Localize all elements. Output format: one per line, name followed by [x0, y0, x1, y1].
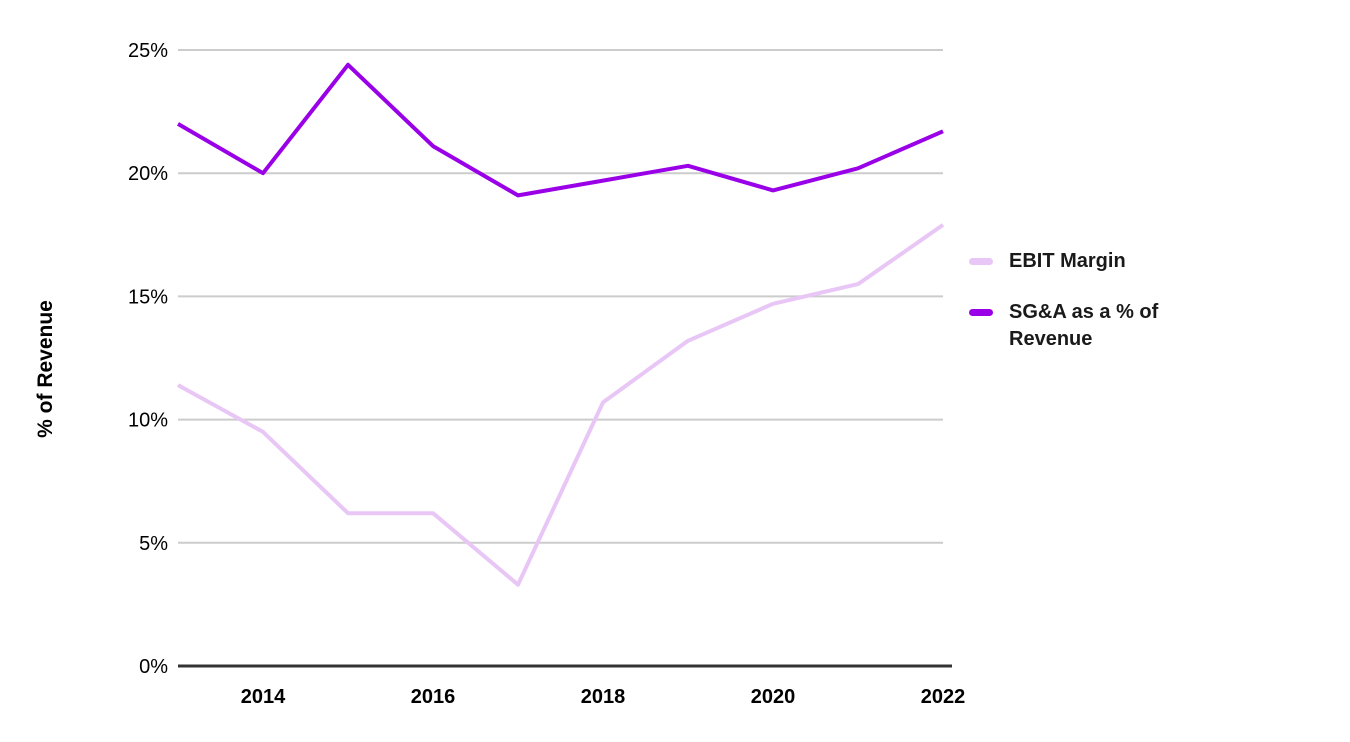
legend-label-sga: SG&A as a % of Revenue [1009, 301, 1159, 350]
x-tick-label: 2016 [411, 686, 456, 708]
legend-swatch-ebit-margin [969, 258, 993, 265]
x-axis-tick-labels: 2014 2016 2018 2020 2022 [241, 686, 966, 708]
x-tick-label: 2022 [921, 686, 966, 708]
y-tick-label: 25% [128, 40, 168, 62]
y-tick-label: 10% [128, 410, 168, 432]
x-tick-label: 2014 [241, 686, 286, 708]
legend: EBIT Margin SG&A as a % of Revenue [969, 248, 1219, 353]
y-axis-title: % of Revenue [34, 300, 57, 438]
y-tick-label: 20% [128, 163, 168, 185]
data-series-lines [176, 62, 945, 587]
legend-swatch-sga [969, 309, 993, 316]
legend-label-ebit-margin: EBIT Margin [1009, 250, 1126, 272]
y-axis-tick-labels: 0% 5% 10% 15% 20% 25% [128, 40, 168, 678]
x-tick-label: 2018 [581, 686, 626, 708]
legend-item-ebit-margin: EBIT Margin [969, 248, 1219, 275]
legend-item-sga: SG&A as a % of Revenue [969, 299, 1219, 353]
y-tick-label: 15% [128, 286, 168, 308]
y-tick-label: 5% [139, 533, 168, 555]
series-line-ebit-margin [177, 223, 945, 587]
series-line-sga [176, 62, 944, 198]
x-tick-label: 2020 [751, 686, 796, 708]
y-tick-label: 0% [139, 656, 168, 678]
gridlines [178, 49, 943, 544]
